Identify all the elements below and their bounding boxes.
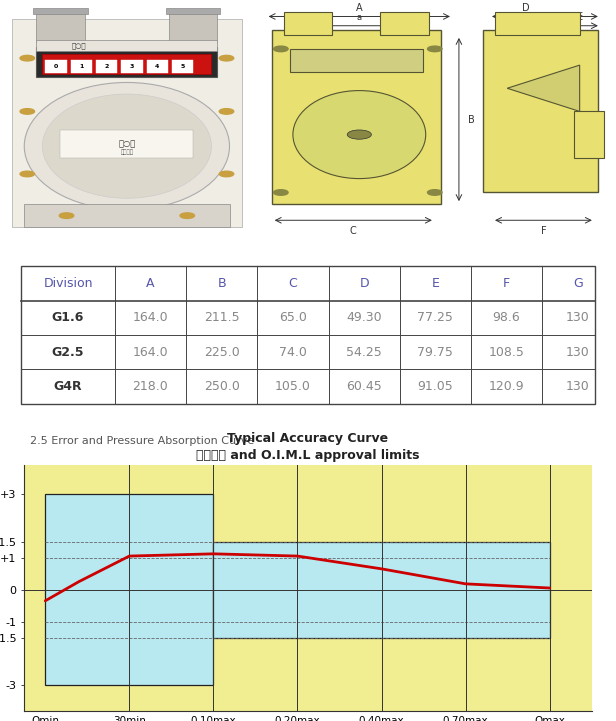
Text: G2.5: G2.5 [52, 345, 84, 358]
Text: A: A [356, 3, 363, 13]
Bar [46, 61, 67, 74]
Ellipse shape [293, 91, 426, 179]
Text: 164.0: 164.0 [132, 345, 168, 358]
Bar [172, 61, 193, 74]
Text: [유량값]: [유량값] [561, 699, 592, 712]
Text: 218.0: 218.0 [132, 380, 168, 393]
Text: 250.0: 250.0 [204, 380, 240, 393]
Text: a: a [357, 13, 362, 22]
Text: 2.5 Error and Pressure Absorption Curve: 2.5 Error and Pressure Absorption Curve [30, 435, 254, 446]
Text: 108.5: 108.5 [488, 345, 525, 358]
Text: 74.0: 74.0 [279, 345, 307, 358]
Text: 79.75: 79.75 [418, 345, 453, 358]
Circle shape [20, 171, 34, 177]
Bar [290, 49, 423, 72]
Text: 가스미터: 가스미터 [120, 149, 134, 155]
Bar [36, 12, 84, 42]
Bar [60, 130, 193, 158]
Text: 130: 130 [566, 380, 590, 393]
Text: 49.30: 49.30 [346, 311, 382, 324]
Text: 5: 5 [180, 64, 185, 69]
Bar [24, 204, 230, 227]
Text: 3: 3 [130, 64, 134, 69]
Bar [147, 61, 168, 74]
Bar [284, 12, 332, 35]
Bar [36, 40, 217, 51]
Text: 164.0: 164.0 [132, 311, 168, 324]
Bar [12, 19, 241, 227]
Bar [573, 112, 604, 158]
Polygon shape [507, 65, 580, 112]
Bar [483, 30, 598, 193]
Text: G1.6: G1.6 [52, 311, 84, 324]
Circle shape [428, 190, 442, 195]
Bar [33, 9, 87, 14]
Text: [기차값]: [기차값] [24, 699, 55, 712]
Circle shape [20, 56, 34, 61]
Bar [495, 12, 580, 35]
Text: 98.6: 98.6 [493, 311, 521, 324]
Text: 4: 4 [155, 64, 160, 69]
Bar [272, 30, 441, 204]
Text: 130: 130 [566, 311, 590, 324]
Bar [166, 9, 221, 14]
Text: G4R: G4R [54, 380, 83, 393]
Bar [260, 14, 459, 227]
Text: B: B [217, 277, 226, 290]
Circle shape [274, 190, 288, 195]
Text: C: C [350, 226, 357, 236]
Text: 2: 2 [105, 64, 109, 69]
Bar [96, 61, 117, 74]
Circle shape [428, 46, 442, 52]
Text: 211.5: 211.5 [204, 311, 240, 324]
Text: F: F [541, 226, 546, 236]
Text: 0: 0 [54, 64, 58, 69]
Text: 65.0: 65.0 [279, 311, 307, 324]
Text: D: D [522, 3, 529, 13]
Bar [21, 266, 594, 404]
Text: 91.05: 91.05 [418, 380, 453, 393]
Bar [121, 61, 142, 74]
Text: Division: Division [43, 277, 93, 290]
Circle shape [219, 109, 233, 114]
Text: 대○성: 대○성 [71, 42, 86, 49]
Text: G: G [573, 277, 583, 290]
Bar [169, 12, 217, 42]
Text: C: C [288, 277, 298, 290]
Ellipse shape [43, 94, 211, 198]
Circle shape [219, 171, 233, 177]
Text: D: D [359, 277, 369, 290]
Text: 105.0: 105.0 [275, 380, 311, 393]
Text: A: A [146, 277, 155, 290]
Text: F: F [503, 277, 510, 290]
Text: 120.9: 120.9 [489, 380, 524, 393]
Text: 대○성: 대○성 [118, 139, 136, 149]
Circle shape [59, 213, 74, 218]
Text: 77.25: 77.25 [418, 311, 453, 324]
Bar [381, 12, 429, 35]
Circle shape [274, 46, 288, 52]
Text: 54.25: 54.25 [346, 345, 382, 358]
Text: E: E [577, 12, 583, 22]
Circle shape [219, 56, 233, 61]
Circle shape [180, 213, 195, 218]
Bar [43, 53, 211, 74]
Text: 130: 130 [566, 345, 590, 358]
Bar [71, 61, 92, 74]
Text: 60.45: 60.45 [346, 380, 382, 393]
Text: B: B [468, 115, 475, 125]
Text: 225.0: 225.0 [204, 345, 240, 358]
Ellipse shape [24, 82, 230, 210]
Text: E: E [431, 277, 439, 290]
Text: 1: 1 [79, 64, 84, 69]
Bar [36, 47, 217, 76]
Ellipse shape [347, 130, 371, 139]
Circle shape [20, 109, 34, 114]
